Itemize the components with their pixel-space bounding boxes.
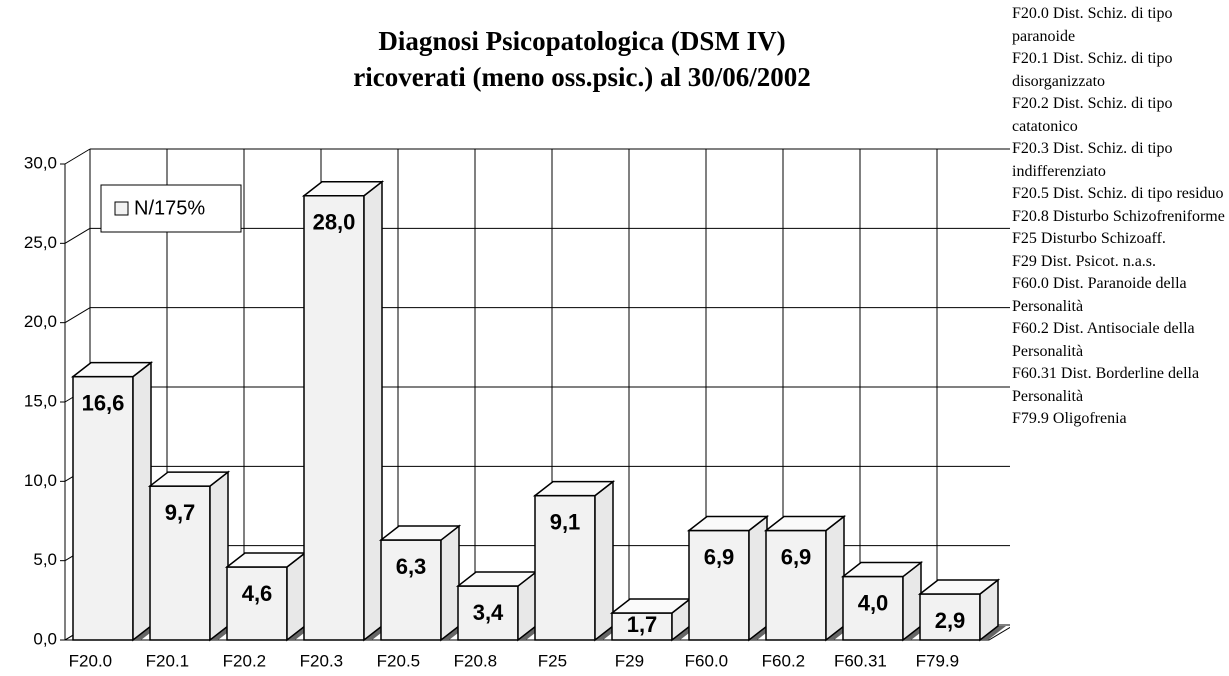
y-tick-label: 10,0 xyxy=(24,471,57,490)
y-tick-label: 5,0 xyxy=(33,550,57,569)
value-label: 16,6 xyxy=(82,390,125,415)
bar-side xyxy=(825,514,845,642)
bar xyxy=(72,375,134,641)
x-tick-label: F25 xyxy=(538,651,567,670)
note: F20.3 Dist. Schiz. di tipo indifferenzia… xyxy=(1012,140,1173,180)
value-label: 28,0 xyxy=(313,210,356,235)
bar-side xyxy=(209,470,229,642)
grid-line xyxy=(64,307,91,324)
y-tick-label: 0,0 xyxy=(33,629,57,648)
note: F79.9 Oligofrenia xyxy=(1012,410,1127,427)
y-tick-label: 15,0 xyxy=(24,391,57,410)
bar-top xyxy=(532,480,616,497)
x-tick-label: F20.1 xyxy=(146,651,189,670)
x-tick-label: F60.2 xyxy=(762,651,805,670)
x-tick-label: F20.8 xyxy=(454,651,497,670)
x-tick-label: F20.5 xyxy=(377,651,420,670)
y-tick-label: 30,0 xyxy=(24,153,57,172)
bar xyxy=(380,539,442,641)
bar xyxy=(688,529,750,641)
note: F20.1 Dist. Schiz. di tipo disorganizzat… xyxy=(1012,50,1173,90)
bar-side xyxy=(594,480,614,642)
bar-top xyxy=(147,471,231,487)
note: F60.2 Dist. Antisociale della Personalit… xyxy=(1012,320,1195,360)
x-tick-label: F60.31 xyxy=(834,651,887,670)
note: F25 Disturbo Schizoaff. xyxy=(1012,230,1166,247)
bar xyxy=(149,485,211,641)
value-label: 6,9 xyxy=(704,544,735,569)
bar-top xyxy=(763,515,847,532)
note: F60.31 Dist. Borderline della Personalit… xyxy=(1012,365,1200,405)
bar-shadow xyxy=(980,626,1006,640)
x-tick-label: F20.3 xyxy=(300,651,343,670)
value-label: 4,6 xyxy=(242,581,273,606)
bar xyxy=(534,494,596,641)
bar-side xyxy=(748,514,768,642)
value-label: 9,1 xyxy=(550,509,581,534)
bar-side xyxy=(132,361,152,642)
bar xyxy=(919,593,981,641)
note: F29 Dist. Psicot. n.a.s. xyxy=(1012,252,1157,270)
chart-subtitle: ricoverati (meno oss.psic.) al 30/06/200… xyxy=(353,62,810,92)
note: F20.5 Dist. Schiz. di tipo residuo xyxy=(1012,185,1224,202)
y-tick-label: 25,0 xyxy=(24,233,57,252)
x-tick-label: F20.0 xyxy=(69,651,112,670)
value-label: 9,7 xyxy=(165,500,196,525)
value-label: 6,3 xyxy=(396,554,427,579)
chart-title: Diagnosi Psicopatologica (DSM IV) xyxy=(378,26,785,56)
value-label: 2,9 xyxy=(935,608,966,633)
value-label: 1,7 xyxy=(627,612,658,637)
bar-top xyxy=(917,579,1001,595)
bar-top xyxy=(378,525,462,541)
note: F20.0 Dist. Schiz. di tipo paranoide xyxy=(1012,5,1173,45)
grid-line xyxy=(64,148,91,165)
x-tick-label: F79.9 xyxy=(916,651,959,670)
note: F20.2 Dist. Schiz. di tipo catatonico xyxy=(1012,95,1173,135)
legend-swatch xyxy=(114,201,129,216)
bar xyxy=(765,529,827,641)
x-tick-label: F29 xyxy=(615,651,644,670)
bar-top xyxy=(686,515,770,532)
notes: F20.0 Dist. Schiz. di tipo paranoide F20.… xyxy=(1012,3,1227,431)
bar-top xyxy=(840,561,924,578)
bar xyxy=(303,194,365,641)
bar-side xyxy=(286,551,306,642)
value-label: 4,0 xyxy=(858,590,889,615)
grid-line xyxy=(64,227,91,244)
bar-top xyxy=(70,361,154,378)
bar-top xyxy=(301,180,385,197)
bar xyxy=(842,575,904,641)
x-tick-label: F20.2 xyxy=(223,651,266,670)
note: F60.0 Dist. Paranoide della Personalità xyxy=(1012,275,1187,315)
y-tick-label: 20,0 xyxy=(24,312,57,331)
bar-side xyxy=(363,180,383,642)
value-label: 3,4 xyxy=(473,600,504,625)
note: F20.8 Disturbo Schizofreniforme xyxy=(1012,207,1225,225)
chart: Diagnosi Psicopatologica (DSM IV) ricove… xyxy=(24,26,1010,670)
value-label: 6,9 xyxy=(781,544,812,569)
x-tick-label: F60.0 xyxy=(685,651,728,670)
bar-side xyxy=(440,524,460,642)
legend-label: N/175% xyxy=(134,197,205,219)
